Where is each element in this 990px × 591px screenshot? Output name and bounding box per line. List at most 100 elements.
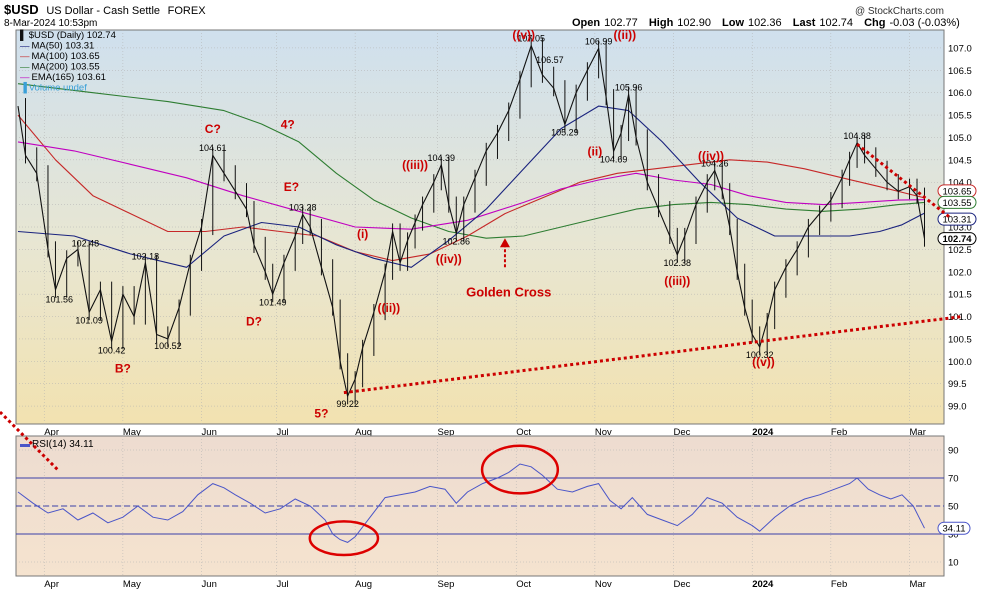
price-value-label: 102.48 (72, 238, 100, 248)
ohlc-readout: Open 102.77 High 102.90 Low 102.36 Last 102.… (572, 17, 960, 29)
series-line-ma100 (17, 114, 925, 262)
series-line-ma200 (17, 83, 925, 239)
trendline-support (343, 315, 963, 395)
open-label: Open (572, 17, 600, 29)
price-y-tick-label: 107.0 (948, 43, 972, 54)
legend-label: $USD (Daily) 102.74 (29, 30, 116, 41)
price-value-label: 101.09 (75, 316, 103, 326)
price-value-label: 105.96 (615, 82, 643, 92)
rsi-title: ▬ RSI(14) 34.11 (20, 439, 94, 450)
series-line-ema165 (17, 141, 925, 230)
chg-value: -0.03 (-0.03%) (889, 17, 959, 29)
price-value-label: 104.88 (843, 131, 871, 141)
price-x-tick-label: Aug (355, 427, 372, 438)
legend-label: EMA(165) 103.61 (32, 72, 106, 83)
price-x-tick-label: Sep (438, 427, 455, 438)
legend-entry: — MA(50) 103.31 (20, 41, 94, 52)
rsi-x-tick-label: Aug (355, 579, 372, 590)
wave-label: ((iv)) (698, 149, 724, 163)
price-y-tick-label: 99.0 (948, 402, 967, 413)
wave-label: ((iii)) (402, 158, 428, 172)
price-series-group (17, 37, 926, 405)
price-y-tick-label: 104.0 (948, 178, 972, 189)
legend-swatch: — (20, 72, 30, 83)
wave-label: C? (205, 122, 221, 136)
wave-label: B? (115, 362, 131, 376)
open-value: 102.77 (604, 17, 638, 29)
chg-label: Chg (864, 17, 885, 29)
rsi-x-tick-label: Jun (202, 579, 217, 590)
chart-symbol: $USD US Dollar - Cash Settle FOREX (4, 2, 206, 17)
price-value-label: 101.56 (45, 294, 73, 304)
price-value-label: 103.28 (289, 202, 317, 212)
symbol-text: $USD (4, 2, 39, 17)
end-tag-box-ma200 (937, 195, 977, 209)
trendline-overlays (0, 142, 963, 472)
rsi-x-tick-label: Sep (438, 579, 455, 590)
price-value-label: 104.69 (600, 154, 628, 164)
rsi-series-group: 34.11 (17, 444, 971, 557)
end-tag-text-ma100: 103.65 (942, 186, 971, 197)
price-y-tick-label: 106.0 (948, 88, 972, 99)
rsi-y-tick-label: 70 (948, 474, 959, 485)
price-panel-bg (15, 29, 945, 425)
end-tag-text-price: 102.74 (942, 234, 972, 245)
legend-label: MA(50) 103.31 (32, 41, 95, 52)
wave-label: (ii) (588, 144, 603, 158)
rsi-y-tick-label: 30 (948, 530, 959, 541)
rsi-x-tick-label: Dec (674, 579, 691, 590)
rsi-x-tick-label: May (123, 579, 141, 590)
price-value-label: 102.38 (664, 258, 692, 268)
last-value: 102.74 (819, 17, 853, 29)
price-x-axis: Apr May Jun Jul Aug Sep Oct Nov Dec 2024 Feb Mar (44, 427, 926, 438)
watermark: @ StockCharts.com (855, 6, 944, 17)
price-x-tick-label: Nov (595, 427, 612, 438)
rsi-x-axis: Apr May Jun Jul Aug Sep Oct Nov Dec 2024 Feb Mar (44, 579, 926, 590)
rsi-y-axis: 10 30 50 70 90 (948, 446, 959, 569)
rsi-x-tick-label: Feb (831, 579, 847, 590)
high-label: High (649, 17, 674, 29)
rsi-x-tick-label: Nov (595, 579, 612, 590)
price-x-tick-label: Mar (910, 427, 926, 438)
price-value-label: 106.57 (536, 55, 564, 65)
price-x-tick-label: May (123, 427, 141, 438)
price-y-axis: 99.099.5100.0100.5101.0101.5102.0102.510… (948, 43, 972, 412)
legend-swatch: — (20, 41, 30, 52)
instrument-name: US Dollar - Cash Settle (46, 5, 160, 17)
rsi-x-tick-label: Oct (516, 579, 531, 590)
price-y-tick-label: 105.0 (948, 133, 972, 144)
legend-swatch: ▌ (20, 29, 27, 41)
wave-label: D? (246, 315, 262, 329)
price-y-tick-label: 106.5 (948, 66, 972, 77)
low-value: 102.36 (748, 17, 782, 29)
price-value-label: 100.52 (154, 341, 182, 351)
trendline-resistance (856, 142, 952, 220)
price-value-label: 107.05 (517, 34, 545, 44)
legend-entry: — MA(100) 103.65 (20, 51, 100, 62)
wave-annotations: C? 4? E? D? B? 5? (i) ((iii)) ((iv)) ((ii)) ((v)) (… (115, 28, 775, 420)
wave-label: E? (284, 180, 299, 194)
end-tag-text-ma200: 103.55 (942, 198, 971, 209)
price-value-label: 104.61 (199, 143, 227, 153)
price-y-tick-label: 101.5 (948, 290, 972, 301)
price-value-label: 101.49 (259, 298, 287, 308)
price-x-tick-label: Jun (202, 427, 217, 438)
price-value-label: 102.86 (443, 236, 471, 246)
price-y-tick-label: 102.5 (948, 245, 972, 256)
legend-entry: ▐ Volume undef (20, 82, 87, 94)
rsi-swatch: ▬ (20, 439, 30, 450)
legend-swatch: — (20, 51, 30, 62)
rsi-end-tag-text: 34.11 (942, 524, 965, 535)
wave-label: ((ii)) (378, 301, 401, 315)
legend-label: MA(100) 103.65 (32, 51, 100, 62)
legend-label: Volume undef (29, 83, 87, 94)
price-x-tick-label: 2024 (752, 427, 774, 438)
price-x-tick-label: Jul (276, 427, 288, 438)
wave-label: ((v)) (752, 355, 775, 369)
high-value: 102.90 (677, 17, 711, 29)
price-x-tick-label: Feb (831, 427, 847, 438)
legend-swatch: ▐ (20, 82, 27, 94)
price-value-label: 100.42 (98, 346, 126, 356)
